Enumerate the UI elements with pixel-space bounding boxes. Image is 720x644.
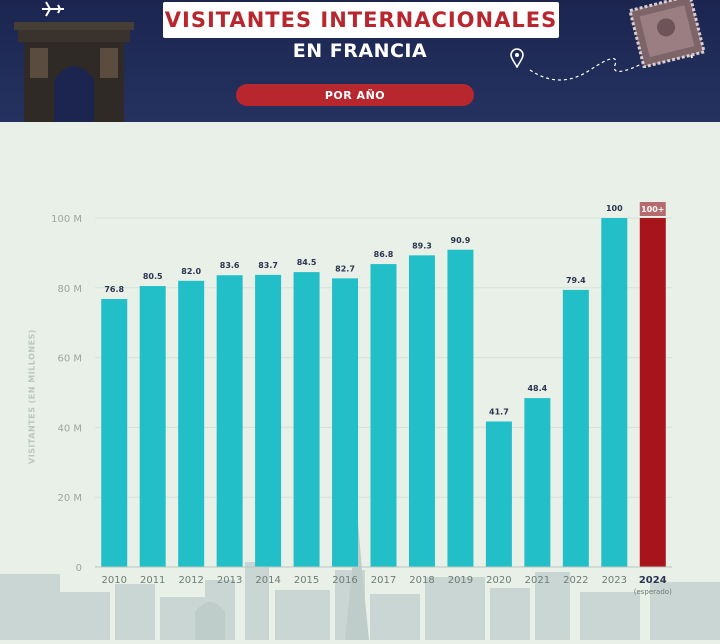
x-tick-label: 2015 [294, 575, 319, 586]
y-tick-label: 80 M [57, 284, 82, 295]
skyline-building [535, 572, 570, 640]
bars [101, 218, 666, 567]
x-tick-label: 2019 [448, 575, 473, 586]
bar-2019 [447, 249, 474, 567]
bar-chart: 0 20 M 40 M 60 M 80 M 100 M 76.8 80.5 82.0 83.6 8… [0, 202, 720, 640]
x-tick-label: 2013 [217, 575, 242, 586]
data-label: 82.0 [181, 267, 201, 276]
x-tick-label: 2011 [140, 575, 165, 586]
x-tick-label: 2023 [602, 575, 627, 586]
skyline-building [650, 582, 720, 640]
dome-building-icon [195, 602, 225, 640]
x-axis: 2010 2011 2012 2013 2014 2015 2016 2017 2018 2019… [95, 566, 672, 596]
x-tick-label: 2020 [486, 575, 511, 586]
bar-2022 [562, 289, 589, 567]
x-tick-label: 2014 [255, 575, 280, 586]
bar-2012 [178, 280, 205, 567]
title-box: VISITANTES INTERNACIONALES [163, 2, 559, 38]
bar-2021 [524, 398, 551, 567]
airplane-icon [42, 1, 64, 17]
x-tick-label: 2012 [178, 575, 203, 586]
skyline-building [425, 577, 485, 640]
x-tick-label: 2010 [102, 575, 127, 586]
page-subtitle: EN FRANCIA [292, 40, 428, 62]
data-label: 83.6 [220, 261, 240, 270]
data-label: 76.8 [104, 285, 124, 294]
x-tick-label: 2022 [563, 575, 588, 586]
skyline-building [370, 594, 420, 640]
y-axis: 0 20 M 40 M 60 M 80 M 100 M [51, 214, 82, 574]
y-tick-label: 40 M [57, 423, 82, 434]
data-label: 89.3 [412, 241, 432, 250]
x-tick-label: 2021 [525, 575, 550, 586]
skyline-building [275, 590, 330, 640]
skyline-building [0, 574, 60, 640]
x-tick-label: 2017 [371, 575, 396, 586]
header-banner: VISITANTES INTERNACIONALES EN FRANCIA PO… [0, 0, 720, 122]
map-pin-icon [510, 48, 524, 68]
data-label: 48.4 [527, 384, 547, 393]
y-tick-label: 0 [76, 563, 82, 574]
bar-2024 [639, 218, 666, 567]
eiffel-tower-icon [345, 522, 369, 640]
bar-2011 [139, 286, 166, 567]
data-label: 79.4 [566, 276, 586, 285]
y-tick-label: 60 M [57, 354, 82, 365]
y-tick-label: 20 M [57, 493, 82, 504]
data-label: 83.7 [258, 261, 278, 270]
data-label: 100 [606, 204, 623, 213]
bar-2017 [370, 264, 397, 567]
skyline-building [115, 584, 155, 640]
x-tick-label: 2018 [409, 575, 434, 586]
skyline-building [60, 592, 110, 640]
postage-stamp-icon [628, 0, 706, 68]
x-tick-label: 2016 [332, 575, 357, 586]
data-label: 82.7 [335, 264, 355, 273]
bar-2010 [101, 298, 128, 567]
bar-2018 [408, 255, 435, 567]
bar-2020 [485, 421, 512, 567]
bar-2023 [601, 218, 628, 567]
y-tick-label: 100 M [51, 214, 82, 225]
page-title: VISITANTES INTERNACIONALES [164, 8, 558, 32]
period-pill: POR AÑO [236, 84, 474, 106]
chart-area: 0 20 M 40 M 60 M 80 M 100 M 76.8 80.5 82.0 83.6 8… [0, 122, 720, 640]
data-label: 90.9 [451, 236, 471, 245]
data-label: 100+ [641, 205, 664, 214]
data-label: 86.8 [374, 250, 394, 259]
x-tick-label: 2024 [639, 575, 667, 586]
data-label: 84.5 [297, 258, 317, 267]
bar-2013 [216, 275, 243, 567]
skyline-building [580, 592, 640, 640]
bar-2014 [255, 274, 282, 567]
highlight-note: (esperado) [634, 588, 672, 596]
data-label: 80.5 [143, 272, 163, 281]
arc-de-triomphe-icon [14, 22, 134, 122]
skyline-building [245, 562, 269, 640]
bar-2016 [332, 278, 359, 567]
data-label: 41.7 [489, 407, 509, 416]
skyline-decoration [0, 522, 720, 640]
y-axis-title: VISITANTES (EN MILLONES) [27, 329, 37, 464]
bar-2015 [293, 272, 320, 567]
skyline-building [490, 588, 530, 640]
highlight-label-bg [639, 202, 666, 216]
data-labels: 76.8 80.5 82.0 83.6 83.7 84.5 82.7 86.8 89.3 90.9… [104, 202, 666, 416]
